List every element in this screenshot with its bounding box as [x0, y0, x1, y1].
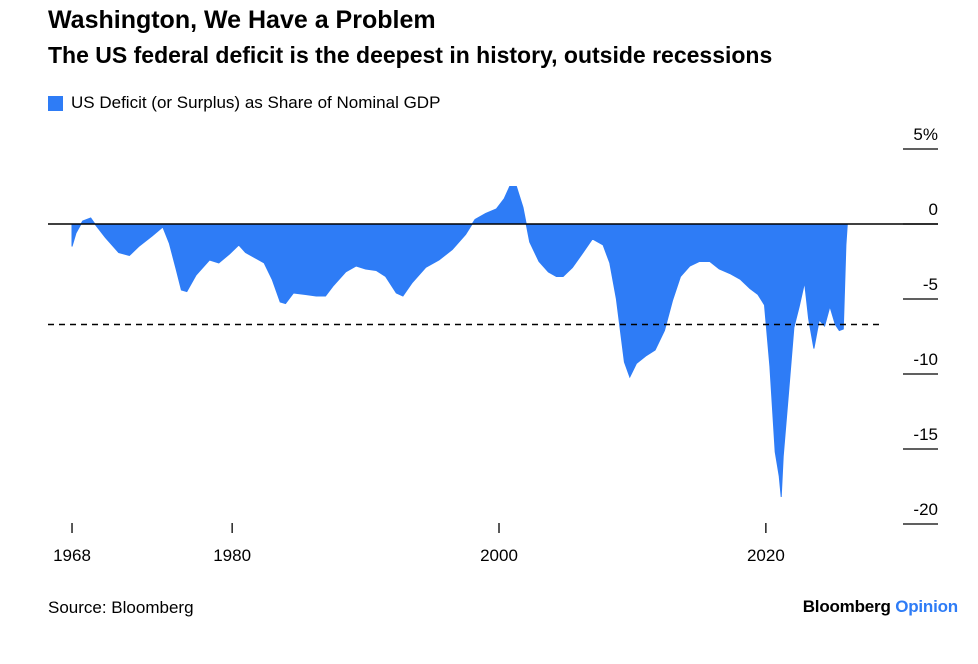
x-tick-label: 2020 — [747, 546, 785, 565]
legend: US Deficit (or Surplus) as Share of Nomi… — [48, 93, 440, 113]
chart-subtitle: The US federal deficit is the deepest in… — [48, 42, 773, 68]
y-tick-label: -15 — [913, 425, 938, 444]
brand-section: Opinion — [895, 597, 958, 616]
brand-logo: Bloomberg Opinion — [803, 597, 958, 617]
brand-name: Bloomberg — [802, 597, 891, 616]
y-tick-label: 5% — [913, 125, 938, 144]
source-note: Source: Bloomberg — [48, 598, 194, 617]
legend-label: US Deficit (or Surplus) as Share of Nomi… — [71, 93, 441, 112]
legend-swatch — [48, 95, 63, 111]
y-tick-label: -5 — [923, 275, 938, 294]
deficit-area — [71, 186, 848, 498]
y-tick-label: 0 — [929, 200, 938, 219]
x-tick-label: 1980 — [213, 546, 251, 565]
x-tick-label: 2000 — [480, 546, 518, 565]
x-tick-label: 1968 — [53, 546, 91, 565]
y-tick-label: -10 — [913, 350, 938, 369]
y-tick-label: -20 — [913, 500, 938, 519]
chart-title: Washington, We Have a Problem — [48, 6, 436, 34]
